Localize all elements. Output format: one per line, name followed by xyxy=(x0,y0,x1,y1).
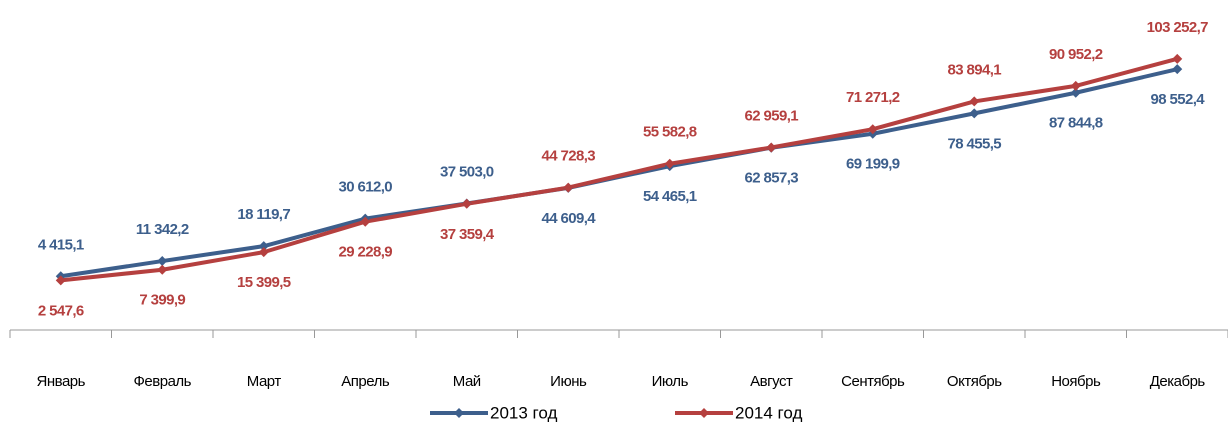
x-tick-label: Февраль xyxy=(134,373,192,390)
point-marker xyxy=(360,216,371,227)
data-label: 30 612,0 xyxy=(338,179,392,196)
point-marker xyxy=(563,182,574,193)
point-marker xyxy=(1070,87,1081,98)
data-label: 83 894,1 xyxy=(947,61,1001,78)
data-label: 87 844,8 xyxy=(1049,115,1103,132)
data-label: 44 728,3 xyxy=(541,148,595,165)
series-line xyxy=(60,56,1178,283)
point-marker xyxy=(1172,64,1183,75)
x-tick-label: Сентябрь xyxy=(841,373,905,390)
x-tick-label: Июль xyxy=(652,373,689,390)
legend-marker xyxy=(699,408,709,418)
data-label: 4 415,1 xyxy=(38,236,84,253)
legend-marker xyxy=(454,408,464,418)
x-tick-label: Июнь xyxy=(550,373,587,390)
point-marker xyxy=(258,241,269,252)
legend-label: 2013 год xyxy=(490,403,557,422)
series-line xyxy=(60,67,1178,279)
data-label: 55 582,8 xyxy=(643,124,697,141)
data-label: 37 503,0 xyxy=(440,163,494,180)
point-marker xyxy=(157,256,168,267)
point-marker xyxy=(766,142,777,153)
point-marker xyxy=(55,275,66,286)
point-marker xyxy=(969,96,980,107)
point-marker xyxy=(1070,80,1081,91)
data-label: 44 609,4 xyxy=(541,210,596,227)
data-label: 11 342,2 xyxy=(136,221,189,238)
data-label: 78 455,5 xyxy=(947,135,1001,152)
x-tick-label: Апрель xyxy=(341,373,390,390)
data-label: 62 959,1 xyxy=(744,107,798,124)
x-tick-label: Март xyxy=(247,373,282,390)
point-marker xyxy=(157,264,168,275)
point-marker xyxy=(664,158,675,169)
x-tick-label: Август xyxy=(750,373,793,390)
data-label: 2 547,6 xyxy=(38,302,84,319)
x-tick-label: Ноябрь xyxy=(1051,373,1101,390)
data-label: 54 465,1 xyxy=(643,188,697,205)
x-tick-label: Май xyxy=(453,373,481,390)
data-label: 62 857,3 xyxy=(744,170,798,187)
legend-label: 2014 год xyxy=(735,403,802,422)
point-marker xyxy=(867,124,878,135)
data-label: 98 552,4 xyxy=(1150,91,1205,108)
x-tick-label: Январь xyxy=(37,373,86,390)
data-label: 15 399,5 xyxy=(237,274,291,291)
point-marker xyxy=(969,108,980,119)
data-label: 18 119,7 xyxy=(237,206,290,223)
point-marker xyxy=(461,198,472,209)
data-label: 90 952,2 xyxy=(1049,46,1103,63)
data-label: 37 359,4 xyxy=(440,226,495,243)
x-tick-label: Декабрь xyxy=(1150,373,1206,390)
x-tick-label: Октябрь xyxy=(947,373,1002,390)
point-marker xyxy=(1172,53,1183,64)
data-label: 69 199,9 xyxy=(846,156,900,173)
point-marker xyxy=(258,247,269,258)
data-label: 71 271,2 xyxy=(846,89,900,106)
data-label: 103 252,7 xyxy=(1147,19,1209,36)
data-label: 29 228,9 xyxy=(338,244,392,261)
data-label: 7 399,9 xyxy=(139,292,185,309)
